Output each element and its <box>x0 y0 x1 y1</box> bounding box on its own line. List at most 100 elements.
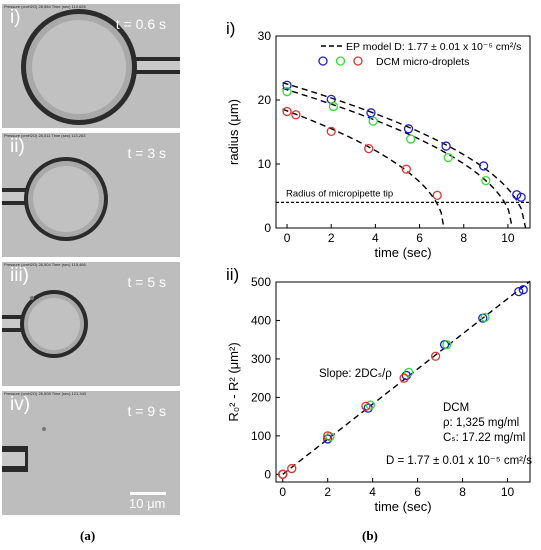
r2-chart-info-line: D = 1.77 ± 0.01 x 10⁻⁵ cm²/s <box>386 455 532 467</box>
r2-chart-x-tick-label: 4 <box>369 485 376 499</box>
radius-chart-x-tick-label: 8 <box>460 231 467 245</box>
r2-chart-y-tick-label: 300 <box>251 352 271 366</box>
scale-bar-label: 10 μm <box>129 496 166 511</box>
r2-chart-point-green <box>480 312 490 323</box>
r2-chart-point-red <box>278 469 288 479</box>
radius-chart-model-curve <box>282 87 513 229</box>
micrograph-header: Pressure (cmH2O) 28,511 Time (sec) 113,2… <box>4 133 86 138</box>
radius-chart-point-green <box>282 87 292 97</box>
radius-chart-point-green <box>328 101 339 112</box>
r2-chart-panel-label: ii) <box>226 265 239 284</box>
r2-chart-y-tick-label: 100 <box>251 429 271 443</box>
radius-chart-point-green <box>481 175 491 186</box>
radius-chart-point-red <box>401 164 411 174</box>
r2-chart-info-line: DCM <box>443 402 469 414</box>
radius-chart-legend-blue-marker <box>318 56 328 66</box>
radius-chart-model-curve <box>282 108 445 229</box>
radius-chart-point-blue <box>516 192 526 202</box>
r2-chart-point-red <box>323 431 333 441</box>
radius-chart-legend-model-label: EP model D: 1.77 ± 0.01 x 10⁻⁵ cm²/s <box>346 41 521 53</box>
micrograph-iv: Pressure (cmH2O) 28,508 Time (sec) 121,3… <box>2 391 180 515</box>
r2-chart-point-red <box>287 463 297 474</box>
r2-chart-x-tick-label: 8 <box>459 485 466 499</box>
micrograph-header: Pressure (cmH2O) 28,508 Time (sec) 121,3… <box>4 391 87 396</box>
caption-a: (a) <box>80 528 96 543</box>
radius-chart-x-tick-label: 0 <box>284 231 291 245</box>
radius-chart-point-blue <box>441 141 451 151</box>
radius-chart-point-red <box>432 190 442 201</box>
r2-chart-x-tick-label: 0 <box>279 485 286 499</box>
r2-chart-y-tick-label: 0 <box>264 467 271 481</box>
scale-bar <box>130 492 166 495</box>
r2-chart-x-tick-label: 2 <box>324 485 331 499</box>
r2-chart-point-red <box>430 351 441 361</box>
micrograph-iv-image <box>2 391 180 515</box>
r2-chart-fit-line <box>282 280 531 475</box>
radius-chart-x-tick-label: 10 <box>501 231 515 245</box>
micrograph-iii: Pressure (cmH2O) 28,504 Time (sec) 115,4… <box>2 262 180 386</box>
r2-chart-point-blue <box>323 434 333 444</box>
r2-chart-slope-label: Slope: 2DCₛ/ρ <box>319 368 392 380</box>
micrograph-ii-image <box>2 133 180 257</box>
r2-chart-info-line: Cₛ: 17.22 mg/ml <box>443 432 525 444</box>
r2-chart-info-line: ρ: 1,325 mg/ml <box>443 417 519 429</box>
radius-chart-y-tick-label: 30 <box>258 29 272 43</box>
radius-chart-point-green <box>443 152 453 163</box>
micrograph-header: Pressure (cmH2O) 28,564 Time (sec) 110,6… <box>4 4 86 9</box>
micrograph-label: iii) <box>10 265 29 286</box>
radius-chart-point-red <box>326 126 336 137</box>
radius-chart-legend-red-marker <box>353 56 363 66</box>
radius-chart-model-curve <box>282 82 527 229</box>
r2-chart-plot-frame <box>275 281 531 483</box>
radius-chart-x-tick-label: 6 <box>416 231 423 245</box>
micrograph-time: t = 0.6 s <box>115 16 166 32</box>
micrograph-time: t = 9 s <box>127 403 166 419</box>
radius-chart-point-red <box>282 106 292 117</box>
radius-chart-y-tick-label: 10 <box>258 157 272 171</box>
r2-chart-x-tick-label: 6 <box>414 485 421 499</box>
r2-chart-point-green <box>365 400 376 410</box>
radius-chart-y-axis-label: radius (μm) <box>226 99 241 165</box>
caption-b: (b) <box>362 528 378 543</box>
radius-chart-tip-annotation: Radius of micropipette tip <box>286 188 393 199</box>
r2-chart-x-axis-label: time (sec) <box>374 499 431 514</box>
radius-chart-point-red <box>291 110 301 120</box>
radius-chart-legend-data-label: DCM micro-droplets <box>376 56 469 68</box>
micrograph-label: i) <box>10 7 21 28</box>
r2-chart-point-blue <box>514 286 524 297</box>
r2-chart-point-blue <box>518 285 528 295</box>
radius-chart-point-green <box>406 134 416 144</box>
micrograph-i: Pressure (cmH2O) 28,564 Time (sec) 110,6… <box>2 4 180 128</box>
micrograph-time: t = 3 s <box>127 145 166 161</box>
radius-chart-x-tick-label: 4 <box>372 231 379 245</box>
radius-chart-point-blue <box>282 80 292 90</box>
r2-chart-point-green <box>403 367 414 378</box>
r2-chart-point-green <box>442 340 452 350</box>
radius-chart-legend-green-marker <box>335 56 346 66</box>
radius-chart-panel-label: i) <box>226 19 235 38</box>
radius-chart-point-red <box>364 143 374 154</box>
micrograph-label: ii) <box>10 136 25 157</box>
r2-chart-y-axis-label: R₀² - R² (μm²) <box>226 342 241 421</box>
micrograph-ii: Pressure (cmH2O) 28,511 Time (sec) 113,2… <box>2 133 180 257</box>
r2-chart-x-tick-label: 10 <box>501 485 515 499</box>
r2-chart-y-tick-label: 200 <box>251 390 271 404</box>
r2-chart-point-red <box>399 373 409 383</box>
radius-chart-point-blue <box>403 124 414 134</box>
micrograph-i-image <box>2 4 180 128</box>
radius-chart-plot-frame <box>275 35 531 229</box>
radius-chart-y-tick-label: 0 <box>264 221 271 235</box>
micrograph-iii-image <box>2 262 180 386</box>
radius-chart-x-tick-label: 2 <box>328 231 335 245</box>
r2-chart-y-tick-label: 500 <box>251 275 271 289</box>
r2-chart-point-red <box>361 401 371 411</box>
radius-chart-point-blue <box>366 108 376 118</box>
radius-chart-point-blue <box>478 161 489 171</box>
r2-chart-y-tick-label: 400 <box>251 313 271 327</box>
radius-chart-point-green <box>368 116 378 126</box>
radius-chart-y-tick-label: 20 <box>258 93 272 107</box>
radius-chart-x-axis-label: time (sec) <box>374 245 431 260</box>
micrograph-header: Pressure (cmH2O) 28,504 Time (sec) 115,4… <box>4 262 86 267</box>
micrograph-time: t = 5 s <box>127 274 166 290</box>
